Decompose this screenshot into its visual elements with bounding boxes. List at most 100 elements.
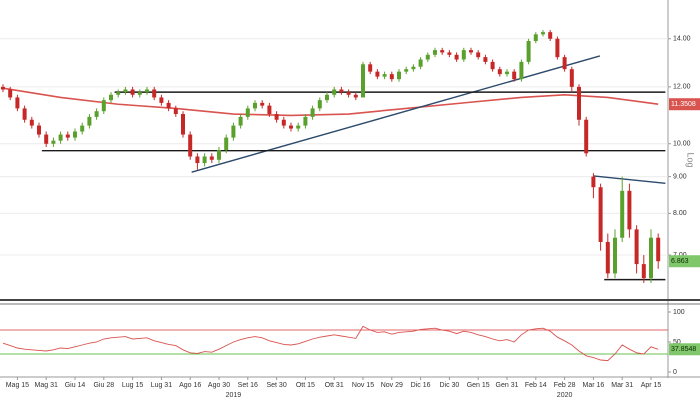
candle-body <box>569 69 574 87</box>
x-tick-label: Lug 15 <box>122 382 144 389</box>
x-tick-label: Giu 28 <box>93 382 114 389</box>
candle-body <box>483 57 488 62</box>
scale-label: Log <box>686 152 696 167</box>
candle-body <box>109 94 113 101</box>
candle-body <box>209 156 214 160</box>
candle-body <box>1 86 5 90</box>
candle-body <box>404 69 409 72</box>
candle-body <box>94 111 99 117</box>
x-tick-label: Dic 30 <box>439 382 459 389</box>
rsi-value-label-box <box>669 343 700 356</box>
x-tick-label: Ago 16 <box>179 382 201 389</box>
candle-body <box>562 57 567 70</box>
year-label: 2019 <box>226 392 242 399</box>
candle-body <box>289 125 293 129</box>
candle-body <box>641 264 646 279</box>
candle-body <box>137 92 142 95</box>
candle-body <box>375 71 380 77</box>
candle-body <box>22 108 27 120</box>
candle-body <box>8 89 13 98</box>
candle-body <box>577 86 581 120</box>
candle-body <box>166 102 171 109</box>
trendline <box>191 55 601 173</box>
candle-body <box>418 59 423 67</box>
x-tick-label: Mar 31 <box>611 382 633 389</box>
x-tick-label: Set 30 <box>266 382 286 389</box>
y-tick-label: 8.00 <box>673 210 687 217</box>
candle-body <box>548 32 553 39</box>
x-tick-label: Set 16 <box>238 382 258 389</box>
candle-body <box>44 134 49 144</box>
candle-body <box>461 50 466 60</box>
y-tick-label: 10.00 <box>673 141 691 148</box>
candle-body <box>440 50 445 53</box>
candle-body <box>87 116 92 126</box>
candle-body <box>339 89 344 93</box>
candle-body <box>598 187 603 242</box>
candle-body <box>454 54 459 60</box>
y-tick-label: 14.00 <box>673 36 691 43</box>
x-tick-label: Nov 29 <box>381 382 403 389</box>
x-tick-label: Nov 15 <box>352 382 374 389</box>
candle-body <box>188 134 193 157</box>
candle-body <box>65 134 70 138</box>
candle-body <box>346 92 351 95</box>
candle-body <box>101 100 106 112</box>
candle-body <box>591 176 596 188</box>
candle-body <box>260 102 265 106</box>
x-tick-label: Gen 15 <box>467 382 490 389</box>
x-tick-label: Apr 15 <box>641 382 662 389</box>
candle-body <box>627 190 632 230</box>
candle-body <box>332 89 337 95</box>
candle-body <box>29 119 34 126</box>
candle-body <box>145 89 149 93</box>
candle-body <box>469 50 473 53</box>
candle-body <box>202 156 207 164</box>
candle-body <box>159 97 164 103</box>
rsi-tick-label: 0 <box>673 369 677 376</box>
x-tick-label: Feb 14 <box>525 382 547 389</box>
candle-body <box>310 108 315 117</box>
x-tick-label: Ott 15 <box>296 382 315 389</box>
candle-body <box>368 64 373 72</box>
candle-body <box>505 71 509 75</box>
candle-body <box>497 69 502 75</box>
candle-body <box>296 125 301 129</box>
candle-body <box>512 71 517 80</box>
candle-body <box>605 241 610 274</box>
moving-average <box>2 87 659 117</box>
candle-body <box>245 108 250 117</box>
candle-body <box>389 74 394 80</box>
candle-body <box>130 89 135 95</box>
candle-body <box>303 116 308 126</box>
x-tick-label: Mag 15 <box>6 382 29 389</box>
x-tick-label: Ago 30 <box>208 382 230 389</box>
ma-value-label: 11.3508 <box>671 101 696 108</box>
x-tick-label: Feb 28 <box>554 382 576 389</box>
candle-body <box>433 50 437 55</box>
candle-body <box>217 150 221 160</box>
candle-body <box>37 125 41 135</box>
candle-body <box>447 52 452 55</box>
candle-body <box>613 237 617 274</box>
trendline <box>593 175 666 184</box>
y-tick-label: 9.00 <box>673 173 687 180</box>
rsi-tick-label: 100 <box>673 309 685 316</box>
x-tick-label: Gen 31 <box>496 382 519 389</box>
candle-body <box>173 108 178 115</box>
candle-body <box>584 119 589 154</box>
candle-body <box>533 34 538 42</box>
candle-body <box>116 92 121 95</box>
candle-body <box>541 32 545 35</box>
x-tick-label: Lug 31 <box>151 382 173 389</box>
candle-body <box>325 94 329 101</box>
close-value-label: 6.863 <box>671 258 689 265</box>
candle-body <box>123 89 128 93</box>
x-tick-label: Giu 14 <box>65 382 86 389</box>
candle-body <box>224 137 229 151</box>
candle-body <box>80 125 85 132</box>
candle-body <box>634 229 639 265</box>
x-tick-label: Dic 16 <box>411 382 431 389</box>
rsi-value-label: 37.8548 <box>671 346 696 353</box>
y-tick-label: 12.00 <box>673 84 691 91</box>
